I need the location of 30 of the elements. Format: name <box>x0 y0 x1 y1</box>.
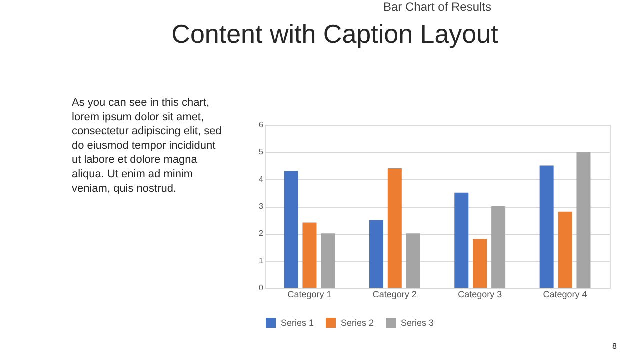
y-tick-label: 0 <box>259 284 264 292</box>
chart-title: Bar Chart of Results <box>383 0 492 14</box>
bar <box>540 166 554 288</box>
bar <box>302 222 317 288</box>
x-tick-label: Category 1 <box>288 290 332 300</box>
legend-label: Series 3 <box>401 318 434 328</box>
x-tick-label: Category 4 <box>543 290 588 300</box>
bar <box>388 168 402 288</box>
bar <box>576 152 591 288</box>
legend-label: Series 2 <box>341 318 374 328</box>
bar <box>369 220 384 288</box>
bar <box>321 234 336 288</box>
bar <box>284 171 298 288</box>
text: Content with Caption Layout <box>172 19 500 49</box>
bar <box>406 234 420 288</box>
y-tick-label: 2 <box>259 229 264 238</box>
y-tick-label: 4 <box>259 174 264 184</box>
y-tick-label: 6 <box>259 120 264 130</box>
y-tick-label: 1 <box>259 256 264 266</box>
text: As you can see in this chart, lorem ipsum dolor sit amet, consectetur adipiscing elit, sed do eiusmod tempor incididunt ut labore et dolore magna aliqua. Ut enim ad minim veniam, quis nostrud. <box>72 97 222 195</box>
x-tick-label: Category 3 <box>458 290 502 300</box>
x-tick-label: Category 2 <box>372 290 417 300</box>
text: 8 <box>612 342 618 351</box>
bar <box>558 212 572 288</box>
bar <box>492 206 506 288</box>
bar <box>454 192 469 288</box>
y-tick-label: 3 <box>259 202 264 211</box>
bar <box>473 239 488 288</box>
legend-label: Series 1 <box>281 318 314 328</box>
y-tick-label: 5 <box>259 148 264 157</box>
